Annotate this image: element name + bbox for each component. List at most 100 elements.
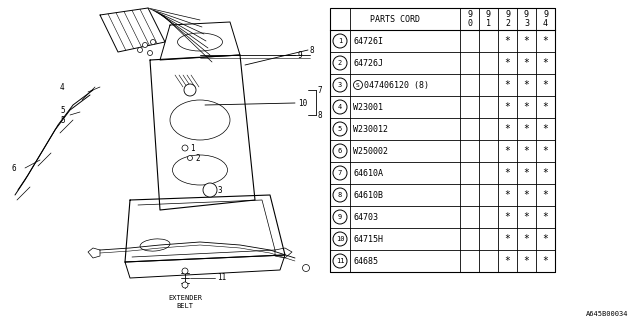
Text: *: * [543, 190, 548, 200]
Text: *: * [543, 80, 548, 90]
Text: *: * [504, 58, 511, 68]
Text: 8: 8 [310, 45, 315, 54]
Text: 64610A: 64610A [353, 169, 383, 178]
Circle shape [138, 47, 143, 52]
Text: W230012: W230012 [353, 124, 388, 133]
Circle shape [333, 210, 347, 224]
Text: 2: 2 [195, 154, 200, 163]
Text: *: * [543, 102, 548, 112]
Text: 4: 4 [338, 104, 342, 110]
Text: *: * [504, 190, 511, 200]
Text: *: * [543, 256, 548, 266]
Circle shape [182, 268, 188, 274]
Text: 64703: 64703 [353, 212, 378, 221]
Circle shape [333, 144, 347, 158]
Text: BELT: BELT [177, 303, 193, 309]
Text: EXTENDER: EXTENDER [168, 295, 202, 301]
Circle shape [333, 100, 347, 114]
Text: 9: 9 [338, 214, 342, 220]
Text: 9: 9 [467, 10, 472, 19]
Circle shape [333, 56, 347, 70]
Text: 5: 5 [338, 126, 342, 132]
Text: *: * [524, 124, 529, 134]
Circle shape [353, 81, 362, 90]
Text: *: * [524, 234, 529, 244]
Text: 10: 10 [298, 99, 307, 108]
Circle shape [184, 84, 196, 96]
Text: 1: 1 [486, 19, 491, 28]
Text: S: S [356, 83, 360, 87]
Text: 1: 1 [338, 38, 342, 44]
Text: *: * [504, 80, 511, 90]
Text: *: * [524, 212, 529, 222]
Text: *: * [524, 102, 529, 112]
Text: *: * [504, 146, 511, 156]
Text: *: * [504, 102, 511, 112]
Circle shape [182, 282, 188, 288]
Text: 64726I: 64726I [353, 36, 383, 45]
Text: 4: 4 [60, 83, 65, 92]
Bar [330, 8, 555, 272]
Text: 5: 5 [60, 106, 65, 115]
Text: *: * [524, 80, 529, 90]
Text: *: * [524, 168, 529, 178]
Text: *: * [543, 124, 548, 134]
Circle shape [333, 254, 347, 268]
Text: 9: 9 [486, 10, 491, 19]
Text: 2: 2 [505, 19, 510, 28]
Text: *: * [524, 58, 529, 68]
Text: 4: 4 [543, 19, 548, 28]
Text: *: * [543, 212, 548, 222]
Text: A645B00034: A645B00034 [586, 311, 628, 317]
Circle shape [143, 43, 147, 47]
Text: 7: 7 [338, 170, 342, 176]
Text: *: * [543, 36, 548, 46]
Circle shape [150, 39, 156, 44]
Text: 3: 3 [218, 186, 223, 195]
Text: 047406120 (8): 047406120 (8) [364, 81, 429, 90]
Text: *: * [504, 168, 511, 178]
Text: 0: 0 [467, 19, 472, 28]
Text: *: * [543, 58, 548, 68]
Text: 9: 9 [543, 10, 548, 19]
Circle shape [182, 145, 188, 151]
Circle shape [333, 122, 347, 136]
Text: W250002: W250002 [353, 147, 388, 156]
Text: 6: 6 [12, 164, 17, 172]
Text: 64685: 64685 [353, 257, 378, 266]
Circle shape [333, 232, 347, 246]
Circle shape [333, 34, 347, 48]
Circle shape [188, 156, 193, 161]
Text: 64726J: 64726J [353, 59, 383, 68]
Text: PARTS CORD: PARTS CORD [370, 14, 420, 23]
Circle shape [333, 188, 347, 202]
Text: 10: 10 [336, 236, 344, 242]
Text: 11: 11 [336, 258, 344, 264]
Text: 9: 9 [298, 51, 303, 60]
Text: *: * [504, 234, 511, 244]
Circle shape [303, 265, 310, 271]
Text: *: * [543, 168, 548, 178]
Text: *: * [524, 256, 529, 266]
Text: *: * [504, 124, 511, 134]
Text: 3: 3 [338, 82, 342, 88]
Text: 6: 6 [338, 148, 342, 154]
Text: 64610B: 64610B [353, 190, 383, 199]
Circle shape [333, 166, 347, 180]
Text: 8: 8 [318, 110, 323, 119]
Text: *: * [543, 146, 548, 156]
Text: 2: 2 [338, 60, 342, 66]
Text: 64715H: 64715H [353, 235, 383, 244]
Text: 9: 9 [505, 10, 510, 19]
Text: 8: 8 [338, 192, 342, 198]
Text: 7: 7 [318, 85, 323, 94]
Circle shape [147, 51, 152, 55]
Text: W23001: W23001 [353, 102, 383, 111]
Text: *: * [543, 234, 548, 244]
Text: 3: 3 [524, 19, 529, 28]
Text: *: * [524, 36, 529, 46]
Circle shape [203, 183, 217, 197]
Text: *: * [504, 256, 511, 266]
Text: *: * [504, 36, 511, 46]
Text: *: * [524, 146, 529, 156]
